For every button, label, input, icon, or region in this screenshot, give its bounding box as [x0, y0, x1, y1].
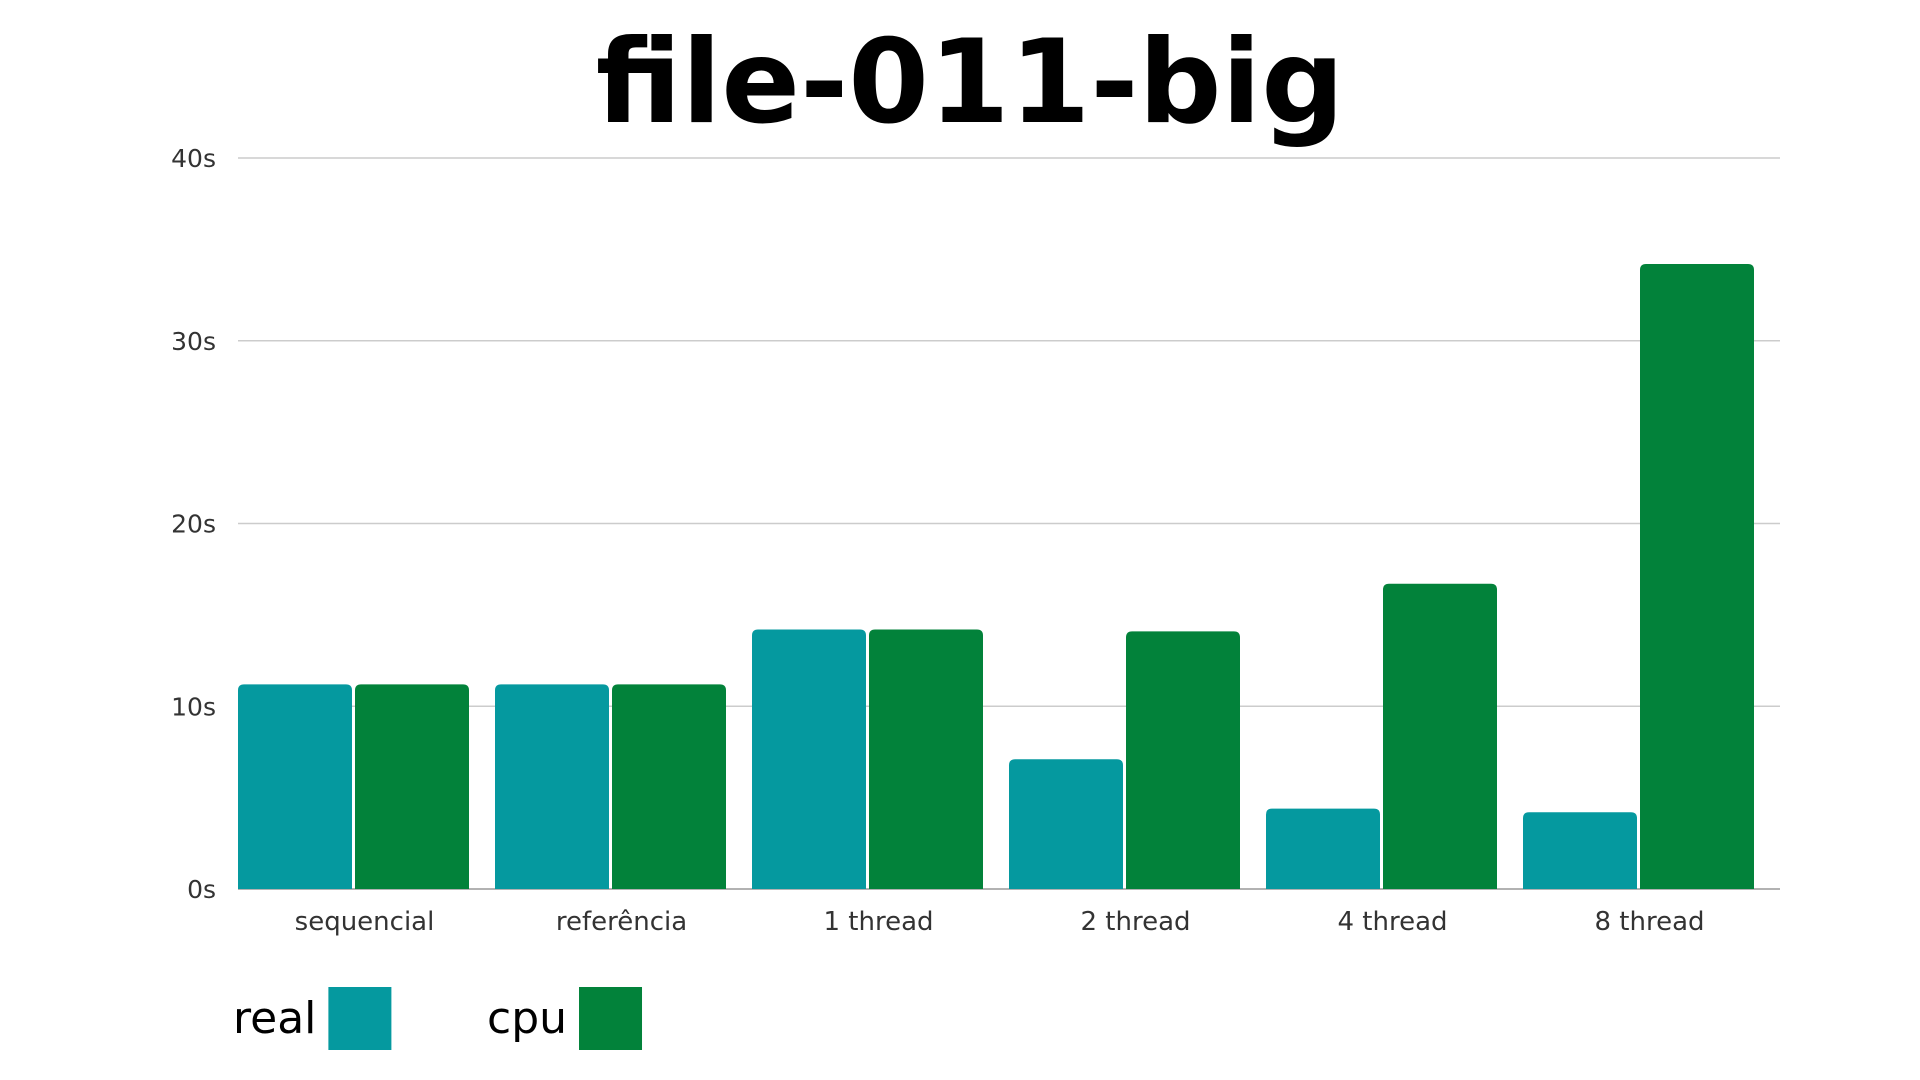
bar-cpu-0 [355, 684, 469, 889]
chart-title: file-011-big [596, 15, 1345, 150]
legend-label-cpu: cpu [487, 993, 567, 1044]
legend-swatch-real [328, 987, 392, 1050]
bar-cpu-5 [1640, 263, 1754, 889]
bar-cpu-4 [1383, 583, 1497, 889]
y-tick-label: 0s [187, 875, 216, 904]
x-tick-label: 2 thread [1080, 907, 1190, 937]
x-axis-tick-labels: sequencial referência 1 thread 2 thread 4 th… [295, 907, 1705, 937]
legend-swatch-cpu [579, 987, 643, 1050]
bar-real-5 [1523, 812, 1637, 889]
y-tick-label: 40s [171, 144, 216, 173]
bar-real-2 [752, 629, 866, 889]
bars [238, 263, 1754, 889]
x-tick-label: 8 thread [1594, 907, 1704, 937]
bar-real-0 [238, 684, 352, 889]
y-axis-tick-labels: 0s 10s 20s 30s 40s [171, 144, 216, 904]
y-tick-label: 30s [171, 327, 216, 356]
bar-real-3 [1009, 759, 1123, 889]
bar-cpu-2 [869, 629, 983, 889]
x-tick-label: sequencial [295, 907, 435, 937]
legend-label-real: real [233, 993, 316, 1044]
y-tick-label: 20s [171, 510, 216, 539]
x-tick-label: 4 thread [1337, 907, 1447, 937]
bar-real-4 [1266, 808, 1380, 889]
y-tick-label: 10s [171, 692, 216, 721]
x-tick-label: 1 thread [823, 907, 933, 937]
legend: real cpu [233, 987, 643, 1050]
x-tick-label: referência [556, 907, 687, 937]
bar-cpu-1 [612, 684, 726, 889]
bar-cpu-3 [1126, 631, 1240, 889]
bar-real-1 [495, 684, 609, 889]
